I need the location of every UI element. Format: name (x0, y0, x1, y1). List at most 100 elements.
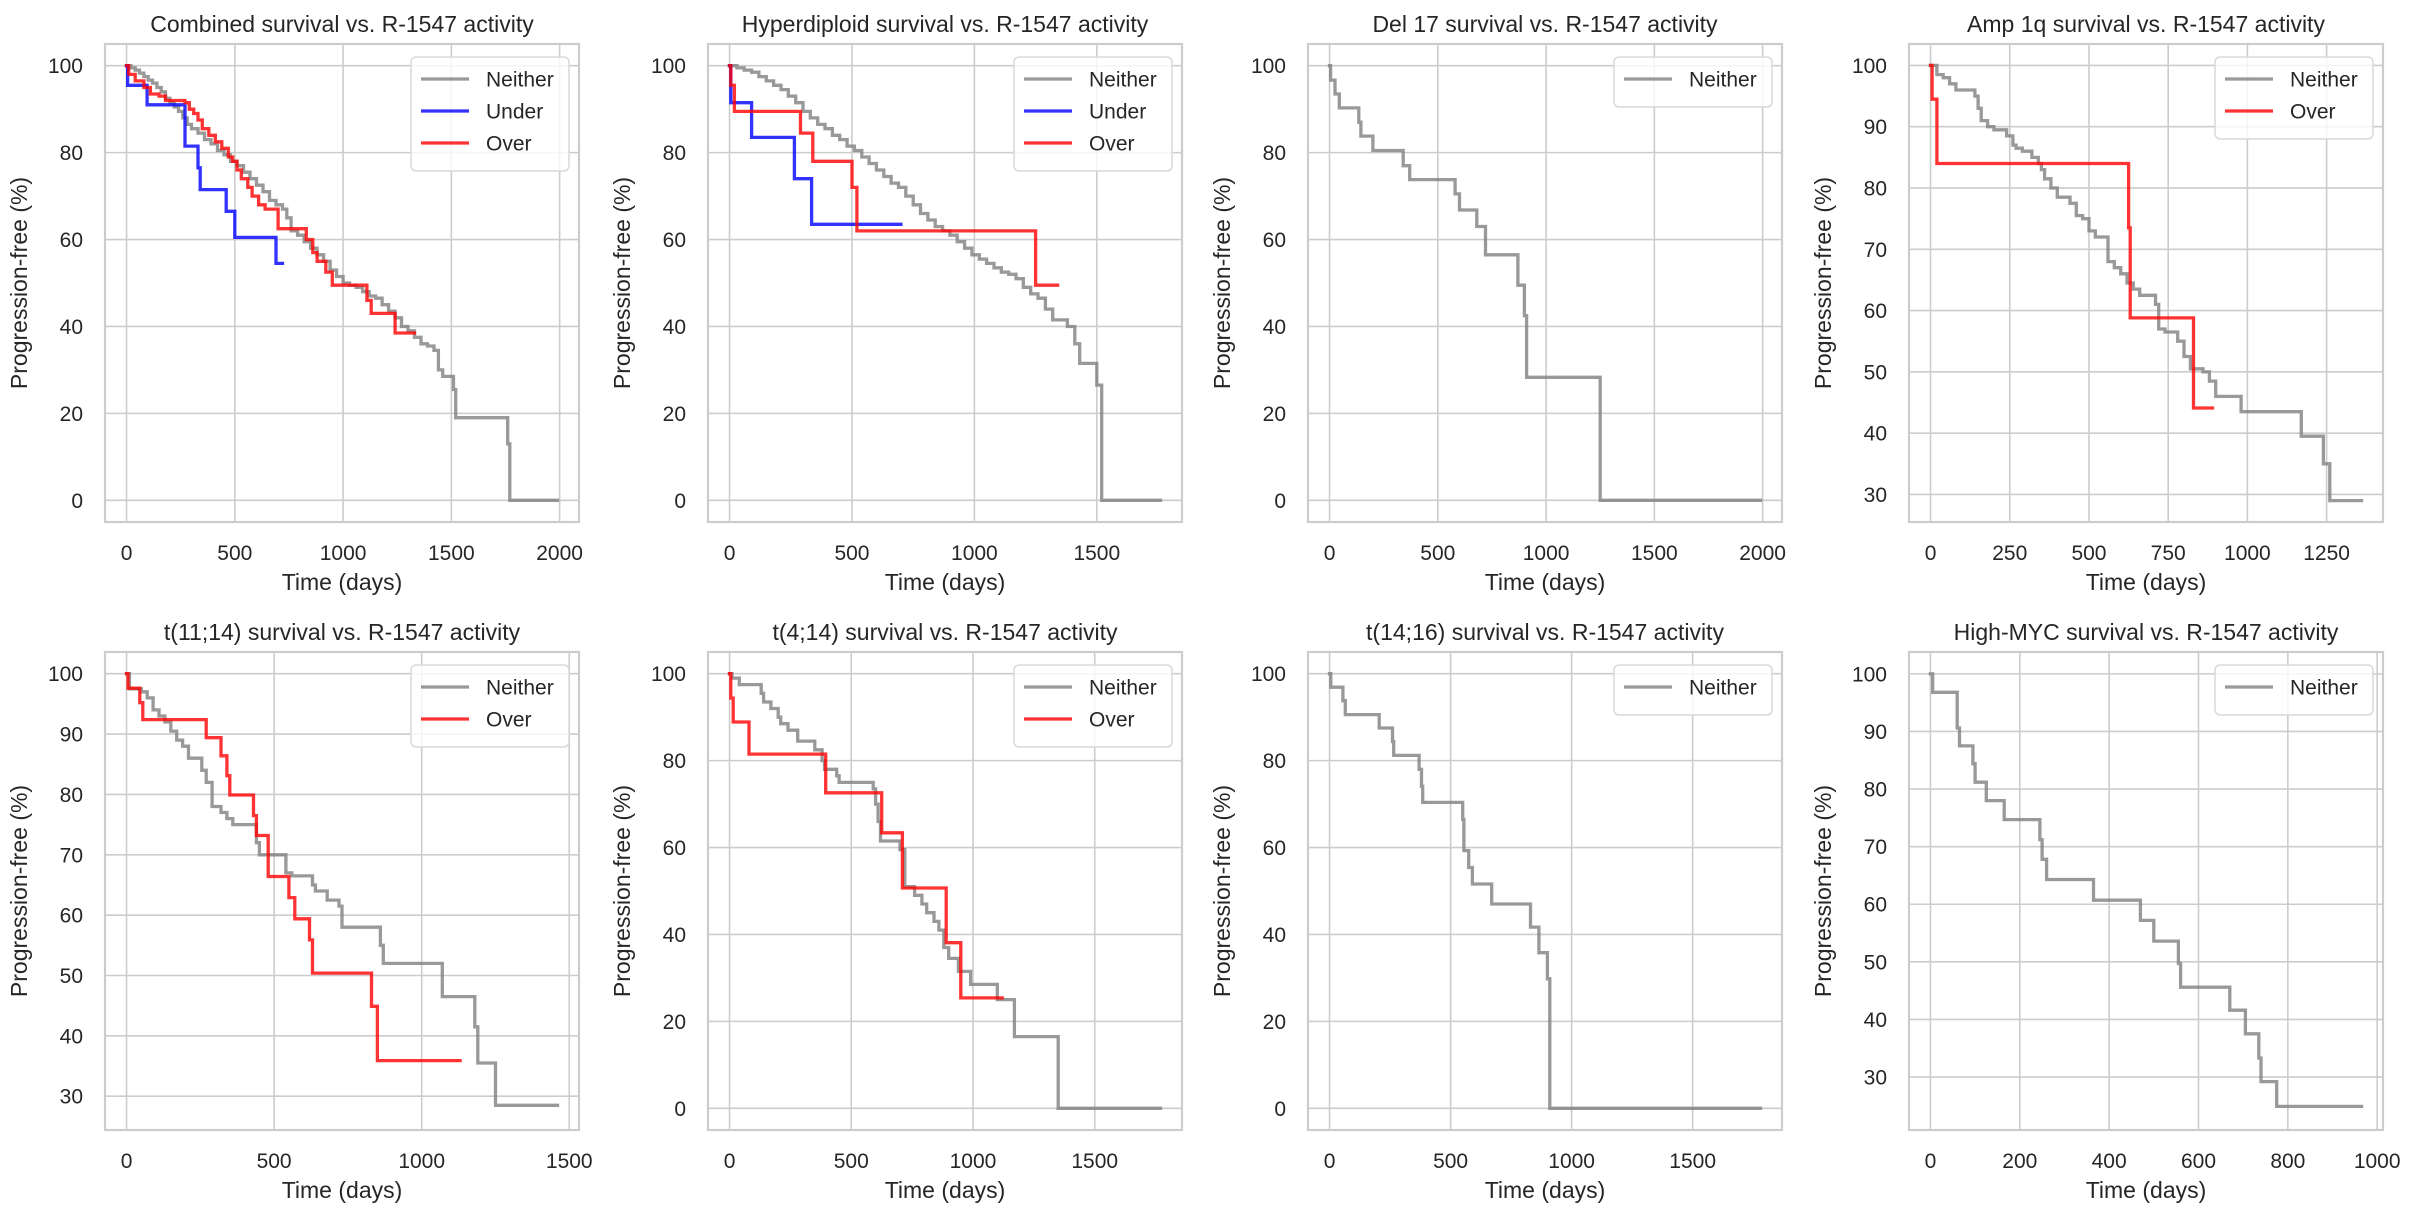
series-group (124, 672, 560, 1107)
x-tick-label: 1000 (2224, 542, 2271, 565)
plot-area (1308, 652, 1782, 1130)
y-tick-label: 100 (1852, 55, 1887, 78)
legend-label-neither: Neither (2290, 677, 2358, 700)
y-tick-label: 100 (651, 55, 686, 78)
x-tick-label: 1250 (2303, 542, 2350, 565)
y-tick-label: 60 (1263, 837, 1286, 860)
x-tick-label: 1500 (428, 542, 475, 565)
y-tick-label: 30 (1864, 1067, 1887, 1090)
y-tick-label: 40 (1864, 423, 1887, 446)
panel-1: 0 500 1000 1500 0 20 40 60 80 100 Hyperdiploid sur… (609, 11, 1184, 595)
panel-5: 0 500 1000 1500 0 20 40 60 80 100 t(4;14) survival… (609, 619, 1184, 1203)
x-tick-label: 0 (1324, 542, 1336, 565)
panel-6: 0 500 1000 1500 0 20 40 60 80 100 t(14;16) surviva… (1209, 619, 1784, 1203)
y-tick-label: 100 (48, 55, 83, 78)
x-axis-label: Time (days) (1485, 1177, 1606, 1203)
x-tick-label: 1500 (1631, 542, 1678, 565)
km-curve-over (124, 672, 462, 1063)
km-curve-over (727, 64, 1060, 287)
y-tick-label: 80 (1263, 750, 1286, 773)
y-tick-label: 100 (1251, 663, 1286, 686)
x-tick-label: 1000 (1548, 1150, 1595, 1173)
x-tick-label: 500 (217, 542, 252, 565)
x-tick-label: 1000 (2354, 1150, 2401, 1173)
y-tick-label: 40 (1864, 1009, 1887, 1032)
y-tick-label: 100 (48, 663, 83, 686)
x-tick-label: 0 (1324, 1150, 1336, 1173)
legend-label-neither: Neither (1689, 69, 1757, 92)
y-tick-label: 90 (1864, 116, 1887, 139)
axes-frame (1306, 650, 1784, 1132)
x-tick-label: 1500 (1071, 1150, 1118, 1173)
x-tick-label: 1000 (398, 1150, 445, 1173)
y-tick-label: 90 (60, 724, 83, 747)
panel-title: t(14;16) survival vs. R-1547 activity (1366, 619, 1724, 645)
x-axis-label: Time (days) (2086, 569, 2207, 595)
x-tick-label: 500 (1433, 1150, 1468, 1173)
legend-label-over: Over (1089, 709, 1135, 732)
axes-frame (103, 42, 581, 524)
y-tick-label: 0 (1274, 490, 1286, 513)
x-tick-label: 1500 (1669, 1150, 1716, 1173)
x-tick-label: 800 (2270, 1150, 2305, 1173)
x-axis-label: Time (days) (2086, 1177, 2207, 1203)
legend: Neither Under Over (1013, 56, 1173, 172)
km-curve-under (124, 64, 285, 266)
axes-frame (1907, 650, 2385, 1132)
y-tick-label: 20 (1263, 403, 1286, 426)
y-tick-label: 40 (663, 924, 686, 947)
x-tick-label: 0 (121, 1150, 133, 1173)
y-tick-label: 20 (60, 403, 83, 426)
y-tick-label: 60 (60, 905, 83, 928)
legend: Neither (1613, 56, 1773, 108)
legend-label-over: Over (2290, 101, 2336, 124)
series-group (727, 672, 1163, 1110)
y-tick-label: 40 (663, 316, 686, 339)
legend: Neither Over (1013, 664, 1173, 748)
y-tick-label: 80 (663, 750, 686, 773)
x-tick-label: 0 (724, 542, 736, 565)
y-tick-label: 50 (1864, 361, 1887, 384)
y-tick-label: 60 (663, 229, 686, 252)
y-tick-label: 40 (1263, 316, 1286, 339)
legend-label-over: Over (486, 133, 532, 156)
x-tick-label: 1000 (950, 1150, 997, 1173)
axes-frame (706, 42, 1184, 524)
y-tick-label: 0 (674, 1098, 686, 1121)
series-group (727, 64, 1163, 502)
x-tick-label: 1500 (1073, 542, 1120, 565)
panel-title: Del 17 survival vs. R-1547 activity (1372, 11, 1718, 37)
y-tick-label: 100 (1852, 663, 1887, 686)
axes-frame (1907, 42, 2385, 524)
panel-title: Amp 1q survival vs. R-1547 activity (1967, 11, 2325, 37)
legend-label-over: Over (486, 709, 532, 732)
y-axis-label: Progression-free (%) (6, 785, 32, 997)
y-tick-label: 80 (663, 142, 686, 165)
panel-title: Combined survival vs. R-1547 activity (150, 11, 534, 37)
km-curve-over (1928, 63, 2215, 410)
y-tick-label: 0 (1274, 1098, 1286, 1121)
legend-label-under: Under (486, 101, 543, 124)
legend-label-neither: Neither (486, 677, 554, 700)
panel-7: 0 200 400 600 800 1000 30 40 50 60 70 80 90 100 High-M… (1810, 619, 2401, 1203)
axes-frame (706, 650, 1184, 1132)
y-tick-label: 20 (1263, 1011, 1286, 1034)
x-tick-label: 1000 (1523, 542, 1570, 565)
x-tick-label: 1000 (951, 542, 998, 565)
x-tick-label: 600 (2181, 1150, 2216, 1173)
series-group (1327, 64, 1763, 502)
y-tick-label: 20 (663, 1011, 686, 1034)
panel-0: 0 500 1000 1500 2000 0 20 40 60 80 100 Combined sur… (6, 11, 583, 595)
series-group (1928, 63, 2364, 503)
panel-2: 0 500 1000 1500 2000 0 20 40 60 80 100 Del 17 survi… (1209, 11, 1786, 595)
legend: Neither (2214, 664, 2374, 716)
y-tick-label: 80 (60, 784, 83, 807)
panel-3: 0 250 500 750 1000 1250 30 40 50 60 70 80 90 100 Amp 1… (1810, 11, 2385, 595)
km-curve-over (727, 672, 1004, 1000)
plot-area (1308, 44, 1782, 522)
x-axis-label: Time (days) (885, 1177, 1006, 1203)
y-tick-label: 40 (1263, 924, 1286, 947)
y-tick-label: 100 (651, 663, 686, 686)
x-tick-label: 0 (1925, 1150, 1937, 1173)
